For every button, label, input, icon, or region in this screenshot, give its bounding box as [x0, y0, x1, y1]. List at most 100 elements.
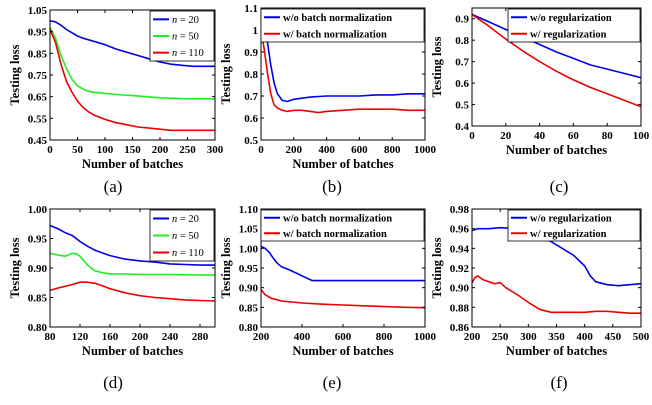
y-tick-label: 1.10	[239, 204, 259, 216]
y-tick-label: 1.00	[239, 243, 259, 255]
subfigure-caption: (c)	[550, 177, 569, 196]
x-tick-label: 100	[633, 130, 650, 142]
y-axis-label: Testing loss	[219, 43, 233, 104]
y-tick-label: 0.92	[450, 263, 470, 275]
legend-label: w/o regularization	[530, 213, 612, 224]
y-tick-label: 0.85	[239, 302, 259, 314]
x-tick-label: 150	[124, 144, 141, 156]
y-tick-label: 0.5	[244, 135, 258, 147]
legend-label: w/ batch normalization	[283, 229, 387, 240]
legend: n = 20 n = 50 n = 110	[149, 10, 215, 62]
series-line-f-1	[472, 275, 641, 314]
y-tick-label: 0.75	[28, 70, 48, 82]
legend-label: w/o regularization	[530, 13, 612, 24]
x-tick-label: 1000	[414, 144, 437, 156]
x-tick-label: 350	[548, 331, 565, 343]
series-line-f-0	[472, 226, 641, 287]
y-tick-label: 0.7	[455, 57, 469, 69]
chart-d: 80 120 160 200 240 280 0.80 0.85 0.90 0.95 1.00 Num…	[8, 204, 216, 392]
y-tick-label: 0.65	[28, 92, 48, 104]
y-tick-label: 0.88	[450, 302, 470, 314]
subfigure-caption: (b)	[322, 177, 342, 196]
y-tick-label: 0.94	[450, 243, 470, 255]
legend-label: n = 50	[172, 231, 199, 242]
x-tick-label: 50	[72, 144, 84, 156]
plot-frame	[471, 7, 642, 127]
x-tick-label: 0	[47, 144, 53, 156]
chart-b: 0 200 400 600 800 1000 0.5 0.6 0.7 0.8 0.9 1 1.1 Numb…	[219, 3, 437, 196]
y-tick-label: 0.95	[239, 263, 259, 275]
x-tick-label: 200	[464, 331, 481, 343]
y-tick-label: 0.85	[28, 48, 48, 60]
y-tick-label: 0.86	[450, 322, 470, 334]
series-line-e-0	[261, 245, 425, 282]
x-tick-label: 60	[568, 130, 580, 142]
legend-box	[260, 209, 425, 242]
legend-label: n = 20	[172, 214, 199, 225]
y-tick-label: 0.45	[28, 135, 48, 147]
y-axis-label: Testing loss	[8, 237, 22, 298]
legend-label: n = 110	[172, 248, 204, 259]
x-tick-label: 300	[520, 331, 537, 343]
x-tick-label: 200	[286, 144, 303, 156]
y-tick-label: 0.80	[239, 322, 259, 334]
series-line-a-2	[50, 29, 215, 132]
chart-c: 0 20 40 60 80 100 0.4 0.5 0.6 0.7 0.8 0.9 Number of …	[430, 7, 650, 196]
y-tick-label: 0.6	[244, 113, 258, 125]
legend-label: n = 20	[172, 15, 199, 26]
x-tick-label: 280	[192, 331, 209, 343]
legend: w/o batch normalization w/ batch normaliz…	[260, 209, 425, 242]
legend: w/o regularization w/ regularization	[507, 8, 641, 43]
x-tick-label: 20	[500, 130, 512, 142]
y-tick-label: 0.7	[244, 91, 258, 103]
y-tick-label: 1.1	[244, 3, 258, 15]
x-tick-label: 200	[132, 331, 149, 343]
series-line-a-0	[50, 20, 215, 68]
y-tick-label: 0.9	[244, 47, 258, 59]
x-tick-label: 100	[97, 144, 114, 156]
x-axis-label: Number of batches	[506, 143, 607, 157]
legend-label: n = 50	[172, 32, 199, 43]
x-tick-label: 200	[152, 144, 169, 156]
x-tick-label: 400	[294, 331, 311, 343]
legend-label: w/ regularization	[530, 29, 607, 40]
y-tick-label: 0.98	[450, 204, 470, 216]
x-tick-label: 40	[534, 130, 546, 142]
legend-label: w/o batch normalization	[283, 13, 392, 24]
y-axis-label: Testing loss	[8, 44, 22, 105]
y-tick-label: 0.95	[28, 27, 48, 39]
y-tick-label: 0.96	[450, 224, 470, 236]
legend-box	[507, 209, 641, 242]
y-tick-label: 0.80	[28, 322, 48, 334]
y-tick-label: 0.9	[455, 14, 469, 26]
series-line-d-1	[50, 252, 215, 276]
subfigure-caption: (a)	[104, 177, 123, 196]
x-tick-label: 800	[384, 144, 401, 156]
series-line-e-1	[261, 289, 425, 309]
legend: w/o regularization w/ regularization	[507, 209, 641, 242]
series-line-c-1	[472, 13, 641, 108]
legend: w/o batch normalization w/ batch normaliz…	[260, 8, 425, 43]
legend-label: n = 110	[172, 48, 204, 59]
y-tick-label: 1.05	[28, 5, 48, 17]
x-tick-label: 160	[102, 331, 119, 343]
x-tick-label: 500	[633, 331, 650, 343]
x-tick-label: 450	[605, 331, 622, 343]
y-tick-label: 0.85	[28, 293, 48, 305]
x-axis-label: Number of batches	[82, 344, 183, 358]
legend: n = 20 n = 50 n = 110	[149, 209, 215, 262]
x-tick-label: 1000	[414, 331, 437, 343]
y-tick-label: 0.6	[455, 78, 469, 90]
x-tick-label: 80	[602, 130, 614, 142]
x-tick-label: 400	[318, 144, 335, 156]
x-tick-label: 0	[258, 144, 264, 156]
legend-label: w/o batch normalization	[283, 213, 392, 224]
legend-label: w/ regularization	[530, 229, 607, 240]
x-tick-label: 120	[72, 331, 89, 343]
x-tick-label: 600	[351, 144, 368, 156]
x-axis-label: Number of batches	[82, 157, 183, 171]
y-tick-label: 0.95	[28, 234, 48, 246]
x-tick-label: 240	[162, 331, 179, 343]
y-tick-label: 1.00	[28, 204, 48, 216]
